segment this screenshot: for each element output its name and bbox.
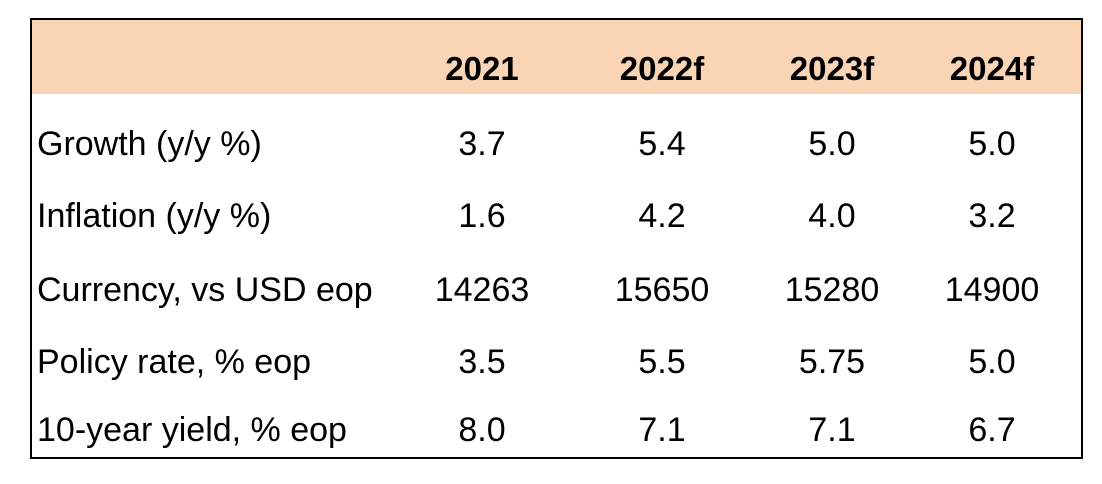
column-header-2024f: 2024f (949, 50, 1035, 87)
table-cell: 5.75 (798, 342, 866, 381)
row-label: 10-year yield, % eop (37, 410, 347, 449)
table-cell: 1.6 (458, 196, 506, 235)
table-row-inflation: Inflation (y/y %) 1.6 4.2 4.0 3.2 (32, 180, 1081, 252)
table-row-currency: Currency, vs USD eop 14263 15650 15280 1… (32, 254, 1081, 326)
column-header-2022f: 2022f (619, 50, 705, 87)
row-label: Policy rate, % eop (37, 342, 312, 381)
column-header-2021: 2021 (445, 50, 519, 87)
forecast-table: 2021 2022f 2023f 2024f Growth (y/y %) 3.… (30, 18, 1083, 459)
table-cell: 8.0 (458, 410, 506, 449)
table-cell: 14900 (944, 270, 1040, 309)
table-header-row: 2021 2022f 2023f 2024f (32, 20, 1081, 94)
table-cell: 5.0 (968, 342, 1016, 381)
column-header-2023f: 2023f (789, 50, 875, 87)
table-row-growth: Growth (y/y %) 3.7 5.4 5.0 5.0 (32, 108, 1081, 180)
table-cell: 15650 (614, 270, 710, 309)
table-cell: 3.2 (968, 196, 1016, 235)
table-cell: 7.1 (638, 410, 686, 449)
table-cell: 5.5 (638, 342, 686, 381)
table-cell: 6.7 (968, 410, 1016, 449)
table-cell: 5.0 (968, 124, 1016, 163)
row-label: Inflation (y/y %) (37, 196, 272, 235)
table-cell: 7.1 (808, 410, 856, 449)
table-cell: 3.7 (458, 124, 506, 163)
table-cell: 14263 (434, 270, 530, 309)
table-cell: 3.5 (458, 342, 506, 381)
table-row-policy-rate: Policy rate, % eop 3.5 5.5 5.75 5.0 (32, 326, 1081, 398)
table-cell: 5.0 (808, 124, 856, 163)
table-cell: 5.4 (638, 124, 686, 163)
row-label: Currency, vs USD eop (37, 270, 373, 309)
table-row-10-year-yield: 10-year yield, % eop 8.0 7.1 7.1 6.7 (32, 400, 1081, 460)
row-label: Growth (y/y %) (37, 124, 262, 163)
table-cell: 4.2 (638, 196, 686, 235)
table-cell: 4.0 (808, 196, 856, 235)
table-cell: 15280 (784, 270, 880, 309)
